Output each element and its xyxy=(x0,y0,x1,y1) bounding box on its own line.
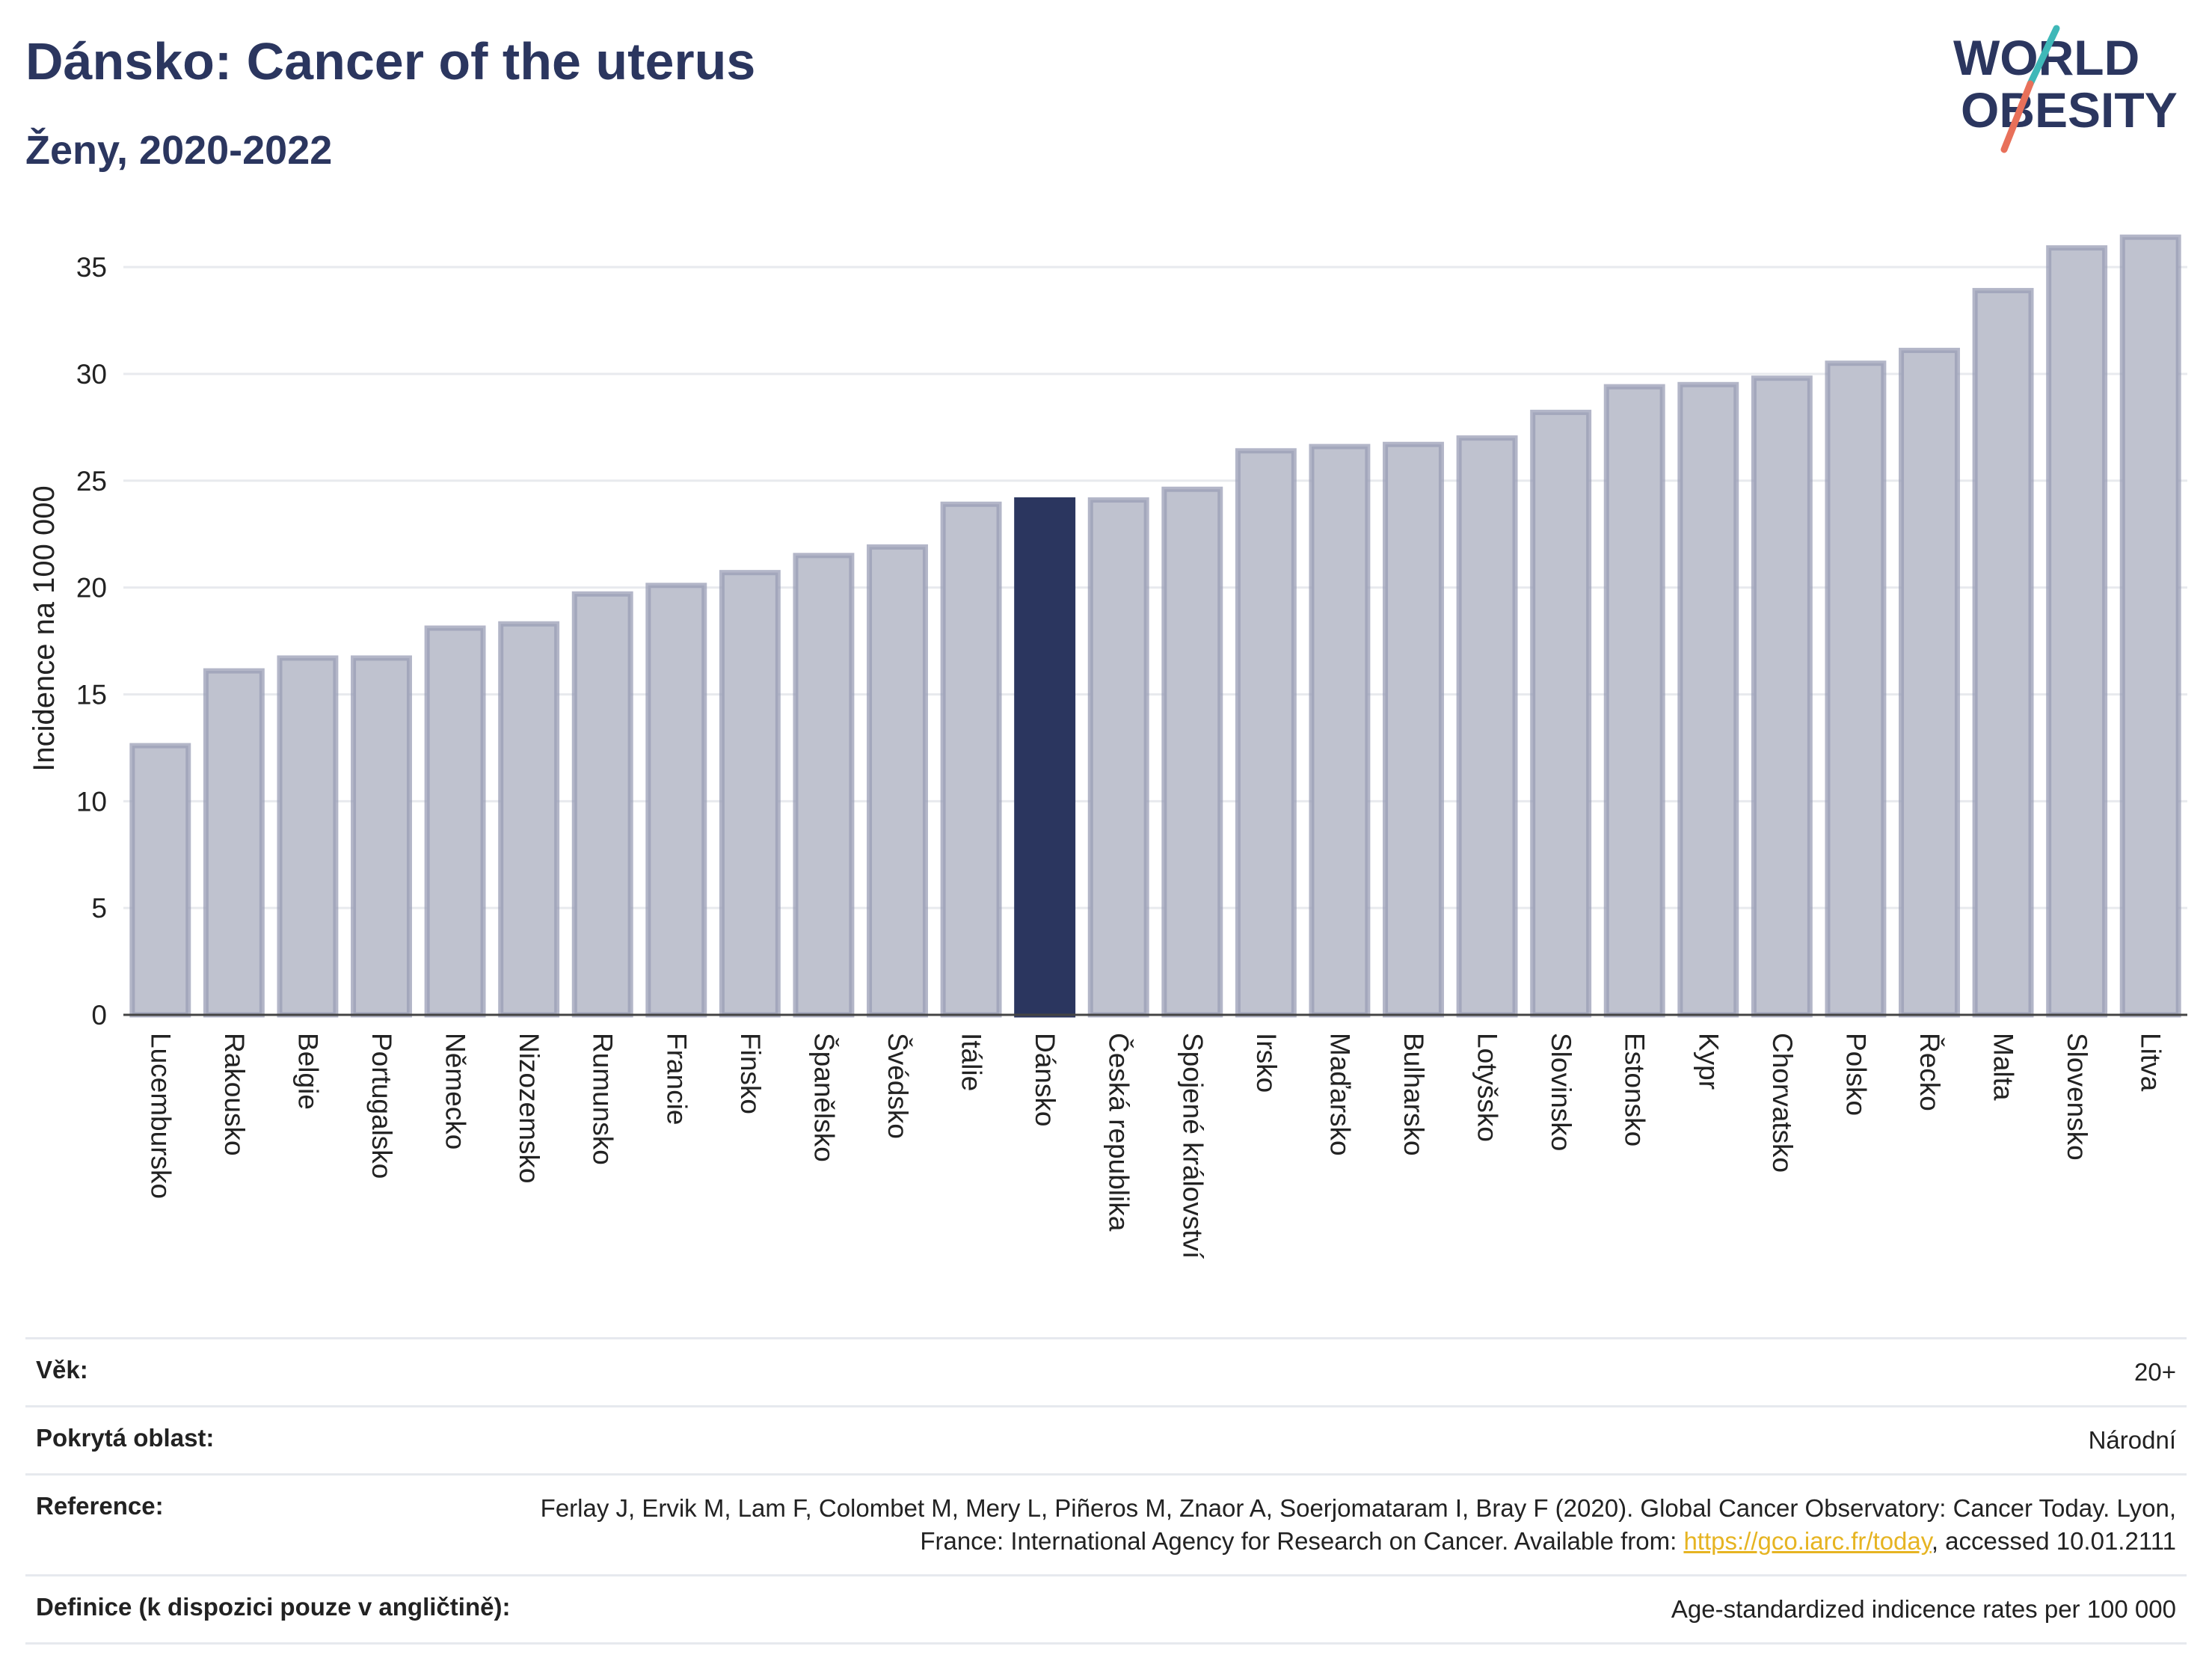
bar-Maďarsko xyxy=(1309,443,1371,1018)
y-tick-label: 25 xyxy=(76,466,107,497)
bar-Litva xyxy=(2119,234,2181,1018)
bar-Švédsko xyxy=(867,544,928,1018)
bar-Belgie xyxy=(277,655,339,1018)
x-tick-label: Švédsko xyxy=(882,1033,913,1139)
info-table: Věk: 20+ Pokrytá oblast: Národní Referen… xyxy=(25,1337,2187,1645)
x-tick-label: Belgie xyxy=(292,1033,323,1110)
x-tick-label: Rakousko xyxy=(219,1033,250,1156)
bar-Česká republika xyxy=(1087,497,1149,1018)
y-tick-label: 20 xyxy=(76,573,107,604)
bar-Rakousko xyxy=(203,668,265,1018)
x-tick-label: Portugalsko xyxy=(366,1033,397,1179)
bar-Rumunsko xyxy=(571,591,633,1018)
x-tick-label: Maďarsko xyxy=(1324,1033,1355,1156)
bar-Estonsko xyxy=(1603,384,1665,1018)
x-tick-label: Polsko xyxy=(1840,1033,1871,1116)
x-tick-label: Malta xyxy=(1988,1033,2019,1101)
logo-line1: WORLD xyxy=(1953,30,2139,85)
bar-Irsko xyxy=(1235,448,1297,1018)
chart-title: Dánsko: Cancer of the uterus xyxy=(25,32,756,90)
x-tick-label: Chorvatsko xyxy=(1767,1033,1798,1173)
bar-Itálie xyxy=(940,501,1002,1018)
x-tick-label: Irsko xyxy=(1251,1033,1282,1093)
bar-chart: 0 5 10 15 20 25 30 35 Lucembursko Rakousko Belgie… xyxy=(28,234,2187,1259)
bar-Bulharsko xyxy=(1383,441,1444,1018)
x-tick-label: Lucembursko xyxy=(145,1033,176,1199)
bars xyxy=(129,234,2181,1018)
y-tick-label: 30 xyxy=(76,359,107,390)
x-tick-label: Spojené království xyxy=(1177,1033,1208,1259)
y-tick-label: 0 xyxy=(91,1000,107,1031)
bar-Slovinsko xyxy=(1530,409,1592,1018)
x-tick-label: Nizozemsko xyxy=(514,1033,544,1184)
y-tick-label: 10 xyxy=(76,786,107,817)
x-tick-label: Kypr xyxy=(1693,1033,1724,1090)
x-tick-label: Rumunsko xyxy=(588,1033,618,1165)
world-obesity-logo: WORLD OBESITY xyxy=(1953,25,2178,153)
reference-link[interactable]: https://gco.iarc.fr/today xyxy=(1683,1527,1932,1555)
logo-slash-teal xyxy=(2027,25,2060,87)
info-row-age: Věk: 20+ xyxy=(25,1337,2187,1405)
info-row-area: Pokrytá oblast: Národní xyxy=(25,1405,2187,1473)
x-tick-label: Finsko xyxy=(735,1033,766,1114)
x-tick-label: Itálie xyxy=(956,1033,987,1091)
bar-Dánsko xyxy=(1014,497,1076,1018)
bar-Kypr xyxy=(1677,381,1739,1018)
bar-Řecko xyxy=(1899,348,1960,1018)
y-axis-ticks: 0 5 10 15 20 25 30 35 xyxy=(76,252,107,1031)
y-tick-label: 15 xyxy=(76,679,107,710)
area-label: Pokrytá oblast: xyxy=(36,1424,215,1452)
x-tick-label: Estonsko xyxy=(1620,1033,1650,1146)
x-tick-label: Španělsko xyxy=(808,1033,839,1162)
area-value: Národní xyxy=(2088,1426,2176,1454)
definition-value: Age-standardized indicence rates per 100… xyxy=(1671,1595,2176,1623)
x-tick-label: Česká republika xyxy=(1104,1033,1134,1232)
reference-label: Reference: xyxy=(36,1492,164,1520)
bar-Slovensko xyxy=(2046,245,2108,1018)
logo-slash-red xyxy=(2000,80,2034,153)
bar-Malta xyxy=(1972,288,2034,1018)
reference-value: Ferlay J, Ervik M, Lam F, Colombet M, Me… xyxy=(456,1492,2176,1558)
bar-Lucembursko xyxy=(129,743,191,1018)
x-tick-label: Dánsko xyxy=(1030,1033,1060,1126)
chart-subtitle: Ženy, 2020-2022 xyxy=(25,128,333,173)
age-label: Věk: xyxy=(36,1356,88,1384)
info-row-reference: Reference: Ferlay J, Ervik M, Lam F, Col… xyxy=(25,1473,2187,1574)
definition-label: Definice (k dispozici pouze v angličtině… xyxy=(36,1593,511,1621)
bar-Chorvatsko xyxy=(1751,375,1813,1018)
bar-Portugalsko xyxy=(351,655,412,1018)
bar-Německo xyxy=(424,625,486,1018)
x-tick-label: Litva xyxy=(2136,1033,2166,1092)
y-axis-title: Incidence na 100 000 xyxy=(28,485,61,772)
bar-Francie xyxy=(645,583,707,1018)
x-axis-labels: Lucembursko Rakousko Belgie Portugalsko Něme… xyxy=(145,1033,2166,1259)
x-tick-label: Lotyšsko xyxy=(1472,1033,1503,1142)
y-tick-label: 35 xyxy=(76,252,107,283)
bar-Lotyšsko xyxy=(1456,435,1518,1018)
reference-text: Ferlay J, Ervik M, Lam F, Colombet M, Me… xyxy=(540,1494,2176,1555)
logo-line2: OBESITY xyxy=(1961,82,2178,138)
bar-Spojené království xyxy=(1161,486,1223,1018)
bar-Nizozemsko xyxy=(498,621,560,1018)
x-tick-label: Německo xyxy=(440,1033,471,1149)
x-tick-label: Francie xyxy=(661,1033,692,1125)
bar-Polsko xyxy=(1825,360,1887,1018)
x-tick-label: Slovensko xyxy=(2062,1033,2092,1161)
y-tick-label: 5 xyxy=(91,893,107,924)
x-tick-label: Řecko xyxy=(1914,1033,1945,1111)
x-tick-label: Bulharsko xyxy=(1398,1033,1429,1156)
x-tick-label: Slovinsko xyxy=(1546,1033,1576,1151)
reference-accessed: , accessed 10.01.2111 xyxy=(1931,1527,2176,1555)
info-row-definition: Definice (k dispozici pouze v angličtině… xyxy=(25,1574,2187,1645)
bar-Finsko xyxy=(719,570,781,1018)
bar-Španělsko xyxy=(793,553,855,1018)
age-value: 20+ xyxy=(2134,1358,2176,1386)
